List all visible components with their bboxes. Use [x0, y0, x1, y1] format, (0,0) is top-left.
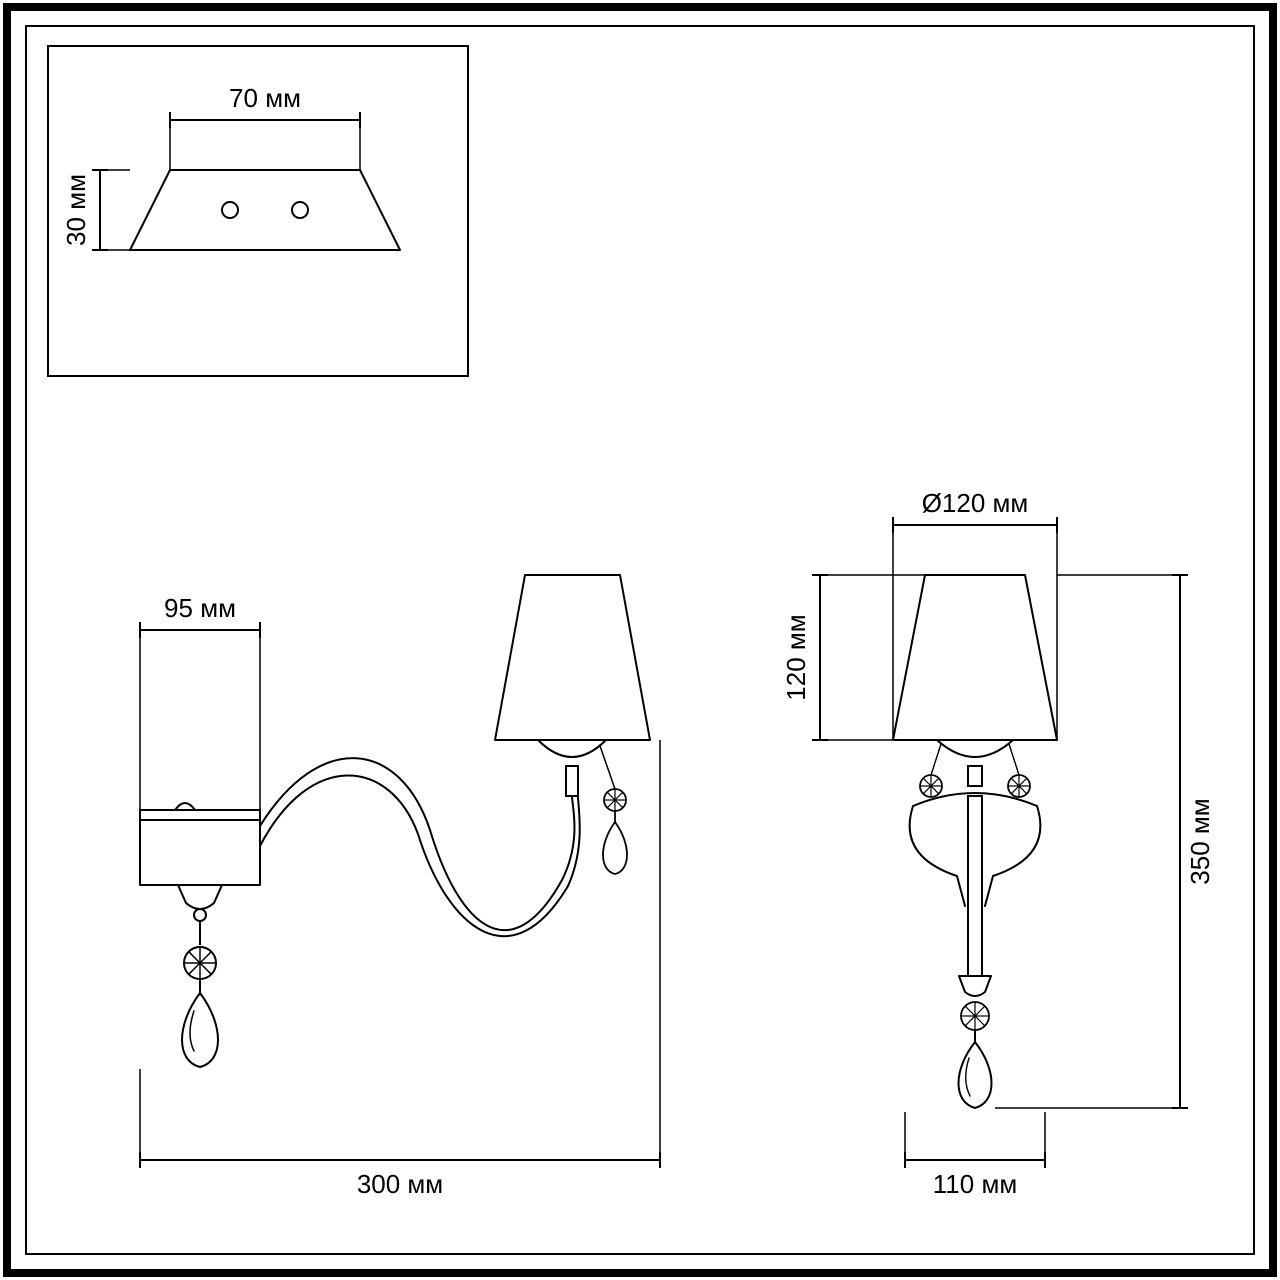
svg-text:95 мм: 95 мм — [164, 593, 236, 623]
svg-text:30 мм: 30 мм — [61, 174, 91, 246]
svg-text:110 мм: 110 мм — [933, 1169, 1017, 1199]
svg-text:Ø120 мм: Ø120 мм — [922, 488, 1029, 518]
svg-text:70 мм: 70 мм — [229, 83, 301, 113]
svg-text:350 мм: 350 мм — [1185, 798, 1215, 884]
svg-text:120 мм: 120 мм — [781, 614, 811, 700]
svg-text:300 мм: 300 мм — [357, 1169, 443, 1199]
